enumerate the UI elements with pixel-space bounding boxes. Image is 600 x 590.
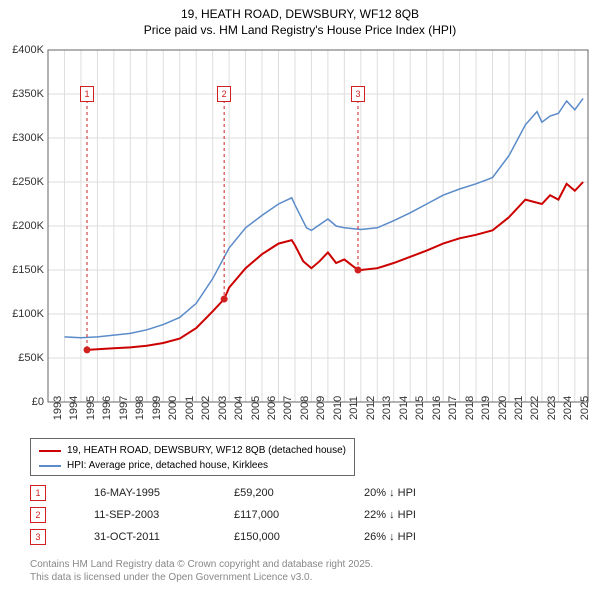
title-block: 19, HEATH ROAD, DEWSBURY, WF12 8QB Price… <box>0 0 600 38</box>
x-tick-label: 1996 <box>101 396 113 420</box>
x-tick-label: 2006 <box>266 396 278 420</box>
chart-container: 19, HEATH ROAD, DEWSBURY, WF12 8QB Price… <box>0 0 600 590</box>
y-tick-label: £0 <box>0 396 44 408</box>
x-tick-label: 2014 <box>398 396 410 420</box>
marker-date: 11-SEP-2003 <box>94 509 234 521</box>
x-tick-label: 2016 <box>431 396 443 420</box>
x-tick-label: 2013 <box>381 396 393 420</box>
x-tick-label: 2015 <box>414 396 426 420</box>
x-tick-label: 1999 <box>151 396 163 420</box>
marker-table-row: 3 31-OCT-2011£150,00026% ↓ HPI <box>30 526 484 548</box>
x-tick-label: 2022 <box>529 396 541 420</box>
legend-box: 19, HEATH ROAD, DEWSBURY, WF12 8QB (deta… <box>30 438 355 476</box>
marker-badge: 2 <box>30 507 46 523</box>
title-line-2: Price paid vs. HM Land Registry's House … <box>0 22 600 38</box>
legend-row: HPI: Average price, detached house, Kirk… <box>39 458 346 473</box>
marker-price: £59,200 <box>234 487 364 499</box>
x-tick-label: 2024 <box>562 396 574 420</box>
y-tick-label: £100K <box>0 308 44 320</box>
marker-table: 1 16-MAY-1995£59,20020% ↓ HPI 2 11-SEP-2003… <box>30 482 484 548</box>
marker-price: £117,000 <box>234 509 364 521</box>
chart-svg <box>48 50 588 402</box>
x-tick-label: 2003 <box>217 396 229 420</box>
x-tick-label: 2009 <box>315 396 327 420</box>
x-tick-label: 2008 <box>299 396 311 420</box>
chart-marker-badge: 1 <box>80 86 94 102</box>
x-tick-label: 2017 <box>447 396 459 420</box>
x-tick-label: 2005 <box>250 396 262 420</box>
legend-label: HPI: Average price, detached house, Kirk… <box>67 458 268 473</box>
x-tick-label: 2000 <box>167 396 179 420</box>
x-tick-label: 2019 <box>480 396 492 420</box>
marker-hpi: 22% ↓ HPI <box>364 509 484 521</box>
x-tick-label: 1997 <box>118 396 130 420</box>
legend-swatch <box>39 450 61 452</box>
chart-marker-badge: 3 <box>351 86 365 102</box>
series-hpi <box>65 98 584 337</box>
x-tick-label: 2018 <box>464 396 476 420</box>
y-tick-label: £150K <box>0 264 44 276</box>
y-tick-label: £250K <box>0 176 44 188</box>
x-tick-label: 2020 <box>497 396 509 420</box>
x-tick-label: 1998 <box>134 396 146 420</box>
y-tick-label: £50K <box>0 352 44 364</box>
x-tick-label: 1995 <box>85 396 97 420</box>
x-tick-label: 2002 <box>200 396 212 420</box>
y-tick-label: £300K <box>0 132 44 144</box>
marker-table-row: 2 11-SEP-2003£117,00022% ↓ HPI <box>30 504 484 526</box>
legend-label: 19, HEATH ROAD, DEWSBURY, WF12 8QB (deta… <box>67 443 346 458</box>
marker-badge: 1 <box>30 485 46 501</box>
marker-table-row: 1 16-MAY-1995£59,20020% ↓ HPI <box>30 482 484 504</box>
marker-badge: 3 <box>30 529 46 545</box>
x-tick-label: 2004 <box>233 396 245 420</box>
x-tick-label: 1994 <box>68 396 80 420</box>
x-tick-label: 2023 <box>546 396 558 420</box>
x-tick-label: 2007 <box>282 396 294 420</box>
x-tick-label: 2025 <box>579 396 591 420</box>
legend-row: 19, HEATH ROAD, DEWSBURY, WF12 8QB (deta… <box>39 443 346 458</box>
x-tick-label: 2011 <box>348 396 360 420</box>
y-tick-label: £350K <box>0 88 44 100</box>
x-tick-label: 2012 <box>365 396 377 420</box>
chart-marker-badge: 2 <box>217 86 231 102</box>
marker-price: £150,000 <box>234 531 364 543</box>
footer-line-1: Contains HM Land Registry data © Crown c… <box>30 558 373 571</box>
footer-attribution: Contains HM Land Registry data © Crown c… <box>30 558 373 584</box>
x-tick-label: 2010 <box>332 396 344 420</box>
y-tick-label: £400K <box>0 44 44 56</box>
y-tick-label: £200K <box>0 220 44 232</box>
x-tick-label: 1993 <box>52 396 64 420</box>
marker-date: 31-OCT-2011 <box>94 531 234 543</box>
title-line-1: 19, HEATH ROAD, DEWSBURY, WF12 8QB <box>0 6 600 22</box>
chart-area <box>48 50 588 402</box>
marker-date: 16-MAY-1995 <box>94 487 234 499</box>
marker-hpi: 20% ↓ HPI <box>364 487 484 499</box>
marker-hpi: 26% ↓ HPI <box>364 531 484 543</box>
footer-line-2: This data is licensed under the Open Gov… <box>30 571 373 584</box>
legend-swatch <box>39 465 61 467</box>
x-tick-label: 2001 <box>184 396 196 420</box>
x-tick-label: 2021 <box>513 396 525 420</box>
